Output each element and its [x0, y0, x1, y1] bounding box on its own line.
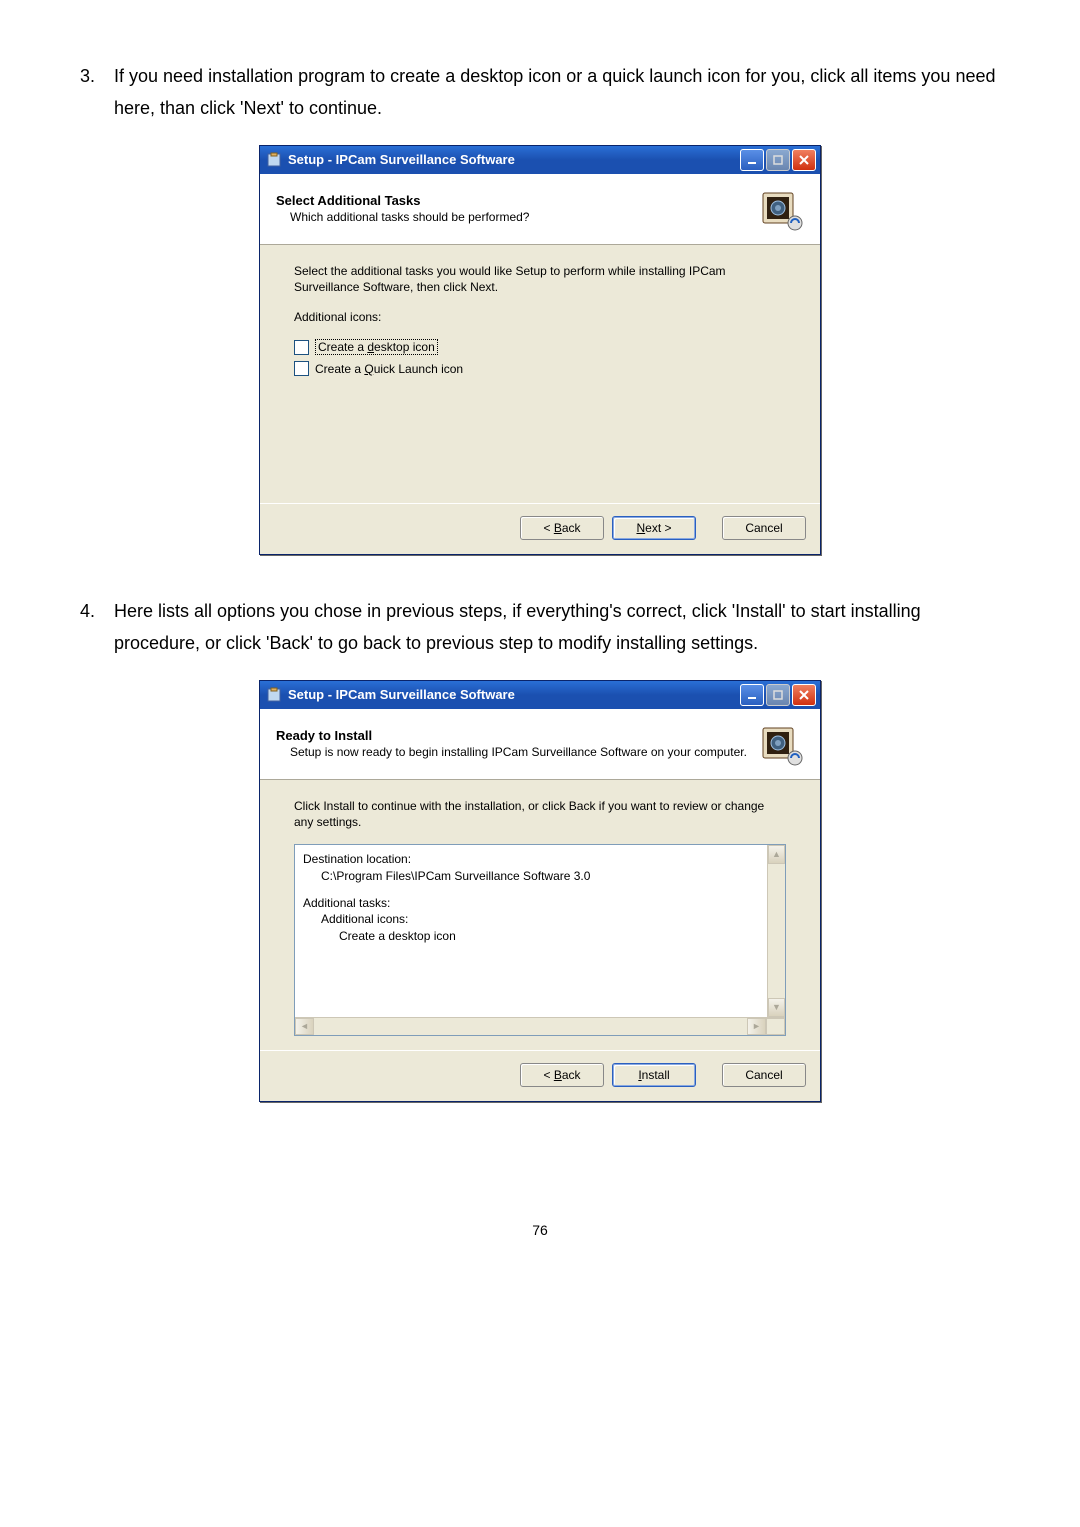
close-button[interactable] — [792, 684, 816, 706]
setup-dialog-ready: Setup - IPCam Surveillance Software Read… — [259, 680, 821, 1102]
install-button[interactable]: Install — [612, 1063, 696, 1087]
header-title: Ready to Install — [276, 728, 758, 743]
header-title: Select Additional Tasks — [276, 193, 758, 208]
instruction-4: 4. Here lists all options you chose in p… — [80, 595, 1000, 660]
back-button[interactable]: < Back — [520, 516, 604, 540]
header-subtitle: Setup is now ready to begin installing I… — [290, 745, 758, 759]
cancel-button[interactable]: Cancel — [722, 516, 806, 540]
title-text: Setup - IPCam Surveillance Software — [288, 687, 740, 702]
next-button[interactable]: Next > — [612, 516, 696, 540]
checkbox-label-focused: Create a desktop icon — [315, 339, 438, 355]
horizontal-scrollbar[interactable]: ◄ ► — [295, 1017, 785, 1035]
setup-dialog-tasks: Setup - IPCam Surveillance Software Sele… — [259, 145, 821, 555]
scroll-up-icon[interactable]: ▲ — [768, 845, 785, 864]
list-number: 4. — [80, 595, 104, 627]
minimize-button[interactable] — [740, 149, 764, 171]
dialog1-wrap: Setup - IPCam Surveillance Software Sele… — [80, 145, 1000, 555]
checkbox-quicklaunch-icon[interactable]: Create a Quick Launch icon — [294, 361, 786, 376]
summary-line: Create a desktop icon — [339, 928, 777, 945]
setup-icon — [266, 152, 282, 168]
header-panel: Ready to Install Setup is now ready to b… — [260, 709, 820, 780]
checkbox-label: Create a Quick Launch icon — [315, 362, 463, 376]
checkbox-box[interactable] — [294, 340, 309, 355]
instruction-3: 3. If you need installation program to c… — [80, 60, 1000, 125]
dialog2-wrap: Setup - IPCam Surveillance Software Read… — [80, 680, 1000, 1102]
summary-line: C:\Program Files\IPCam Surveillance Soft… — [321, 868, 777, 885]
header-subtitle: Which additional tasks should be perform… — [290, 210, 758, 224]
list-number: 3. — [80, 60, 104, 92]
group-label: Additional icons: — [294, 309, 786, 325]
window-buttons — [740, 149, 816, 171]
setup-icon — [266, 687, 282, 703]
header-panel: Select Additional Tasks Which additional… — [260, 174, 820, 245]
vertical-scrollbar[interactable]: ▲ ▼ — [767, 845, 785, 1017]
button-bar: < Back Install Cancel — [260, 1050, 820, 1101]
summary-line: Additional tasks: — [303, 895, 777, 912]
body-text: Select the additional tasks you would li… — [294, 263, 786, 295]
close-button[interactable] — [792, 149, 816, 171]
title-text: Setup - IPCam Surveillance Software — [288, 152, 740, 167]
button-bar: < Back Next > Cancel — [260, 503, 820, 554]
titlebar: Setup - IPCam Surveillance Software — [260, 146, 820, 174]
back-button[interactable]: < Back — [520, 1063, 604, 1087]
wizard-icon — [758, 721, 804, 767]
maximize-button[interactable] — [766, 684, 790, 706]
page-number: 76 — [80, 1222, 1000, 1238]
maximize-button[interactable] — [766, 149, 790, 171]
titlebar: Setup - IPCam Surveillance Software — [260, 681, 820, 709]
checkbox-box[interactable] — [294, 361, 309, 376]
body-text: Click Install to continue with the insta… — [294, 798, 786, 830]
summary-line: Destination location: — [303, 851, 777, 868]
content-area: Click Install to continue with the insta… — [260, 780, 820, 1050]
window-buttons — [740, 684, 816, 706]
summary-box: Destination location: C:\Program Files\I… — [294, 844, 786, 1036]
instruction-text: Here lists all options you chose in prev… — [110, 595, 1000, 660]
checkbox-desktop-icon[interactable]: Create a desktop icon — [294, 339, 786, 355]
cancel-button[interactable]: Cancel — [722, 1063, 806, 1087]
minimize-button[interactable] — [740, 684, 764, 706]
scroll-right-icon[interactable]: ► — [747, 1018, 766, 1035]
instruction-text: If you need installation program to crea… — [110, 60, 1000, 125]
content-area: Select the additional tasks you would li… — [260, 245, 820, 503]
summary-line: Additional icons: — [321, 911, 777, 928]
summary-text: Destination location: C:\Program Files\I… — [295, 845, 785, 1035]
scroll-left-icon[interactable]: ◄ — [295, 1018, 314, 1035]
scroll-down-icon[interactable]: ▼ — [768, 998, 785, 1017]
wizard-icon — [758, 186, 804, 232]
